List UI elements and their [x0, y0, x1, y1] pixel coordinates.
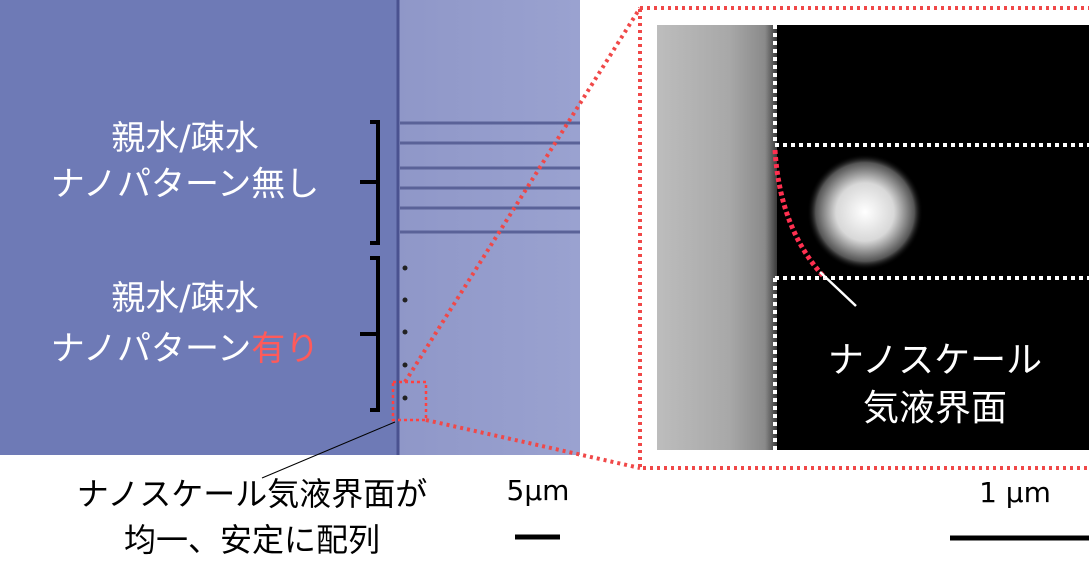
- zoom-image: ナノスケール 気液界面: [657, 25, 1089, 450]
- label: ナノパターン有り: [51, 329, 320, 369]
- label: ナノパターン無し: [51, 165, 320, 205]
- label-highlight: 有り: [251, 329, 319, 369]
- caption: ナノスケール気液界面が: [77, 475, 427, 513]
- label: 気液界面: [863, 388, 1007, 429]
- caption: 均一、安定に配列: [124, 521, 380, 559]
- label: 親水/疎水: [111, 279, 258, 319]
- label: ナノパターン: [51, 329, 252, 369]
- label: ナノスケール: [828, 340, 1042, 381]
- scale-label: 5µm: [507, 474, 570, 507]
- label: 親水/疎水: [111, 119, 258, 159]
- scale-label: 1 µm: [979, 476, 1051, 509]
- micrograph: 親水/疎水 ナノパターン無し 親水/疎水 ナノパターン有り: [0, 0, 580, 455]
